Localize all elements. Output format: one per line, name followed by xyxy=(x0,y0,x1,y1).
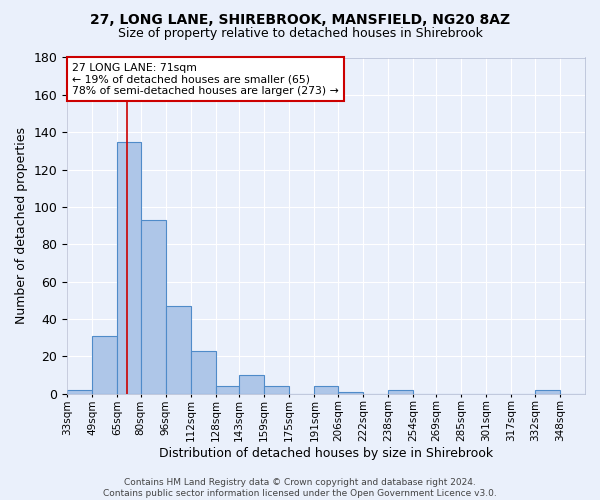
Bar xyxy=(117,142,140,394)
Bar xyxy=(216,386,239,394)
Bar xyxy=(338,392,363,394)
Bar xyxy=(166,306,191,394)
Bar xyxy=(239,375,264,394)
Text: 27, LONG LANE, SHIREBROOK, MANSFIELD, NG20 8AZ: 27, LONG LANE, SHIREBROOK, MANSFIELD, NG… xyxy=(90,12,510,26)
Text: Contains HM Land Registry data © Crown copyright and database right 2024.
Contai: Contains HM Land Registry data © Crown c… xyxy=(103,478,497,498)
Bar xyxy=(140,220,166,394)
Bar xyxy=(535,390,560,394)
Bar xyxy=(191,351,216,394)
Bar xyxy=(67,390,92,394)
Bar xyxy=(264,386,289,394)
Bar xyxy=(388,390,413,394)
Y-axis label: Number of detached properties: Number of detached properties xyxy=(15,127,28,324)
Bar xyxy=(314,386,338,394)
Bar xyxy=(92,336,117,394)
Text: 27 LONG LANE: 71sqm
← 19% of detached houses are smaller (65)
78% of semi-detach: 27 LONG LANE: 71sqm ← 19% of detached ho… xyxy=(73,62,339,96)
X-axis label: Distribution of detached houses by size in Shirebrook: Distribution of detached houses by size … xyxy=(159,447,493,460)
Text: Size of property relative to detached houses in Shirebrook: Size of property relative to detached ho… xyxy=(118,28,482,40)
